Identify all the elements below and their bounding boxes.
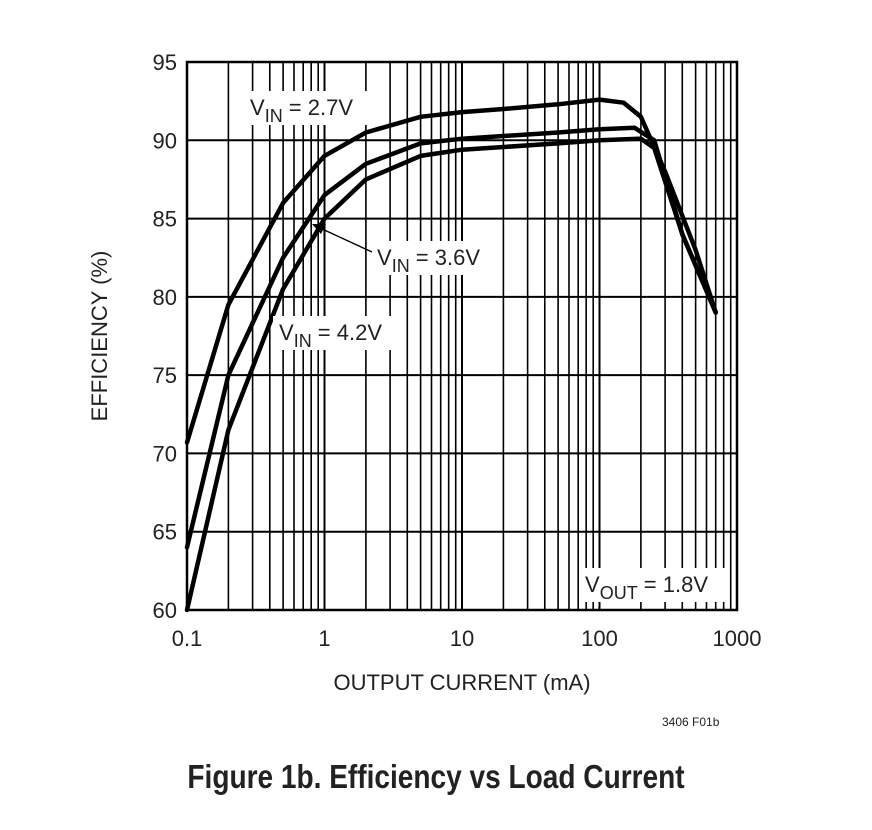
y-tick-label: 60 (153, 598, 177, 623)
y-tick-label: 85 (153, 207, 177, 232)
series-label-2-7v-bg (244, 91, 372, 125)
series-label-3-6v-bg (371, 241, 497, 275)
series-line-2 (184, 136, 718, 613)
vout-annotation-bg (579, 568, 727, 602)
x-tick-label: 1 (318, 626, 330, 651)
y-axis-label: EFFICIENCY (%) (87, 251, 112, 422)
annotation-arrowhead (312, 224, 326, 234)
vout-annotation: VOUT = 1.8V (585, 572, 708, 603)
plot-frame (185, 60, 739, 612)
y-tick-label: 80 (153, 285, 177, 310)
figure-code: 3406 F01b (662, 715, 720, 729)
y-tick-label: 65 (153, 520, 177, 545)
y-tick-label: 90 (153, 128, 177, 153)
x-tick-label: 1000 (713, 626, 762, 651)
series-label-2-7v: VIN = 2.7V (250, 95, 353, 126)
series-label-3-6v: VIN = 3.6V (377, 245, 480, 276)
series-label-4-2v-bg (273, 316, 399, 350)
series-label-4-2v: VIN = 4.2V (279, 320, 382, 351)
x-tick-label: 0.1 (172, 626, 203, 651)
y-tick-label: 75 (153, 363, 177, 388)
y-tick-label: 95 (153, 50, 177, 75)
figure-caption: Figure 1b. Efficiency vs Load Current (187, 758, 685, 795)
x-tick-label: 100 (581, 626, 618, 651)
x-axis-label: OUTPUT CURRENT (mA) (333, 670, 590, 695)
x-tick-label: 10 (450, 626, 474, 651)
series-line-1 (184, 125, 718, 550)
y-tick-label: 70 (153, 441, 177, 466)
annotation-arrow-line (319, 227, 373, 253)
